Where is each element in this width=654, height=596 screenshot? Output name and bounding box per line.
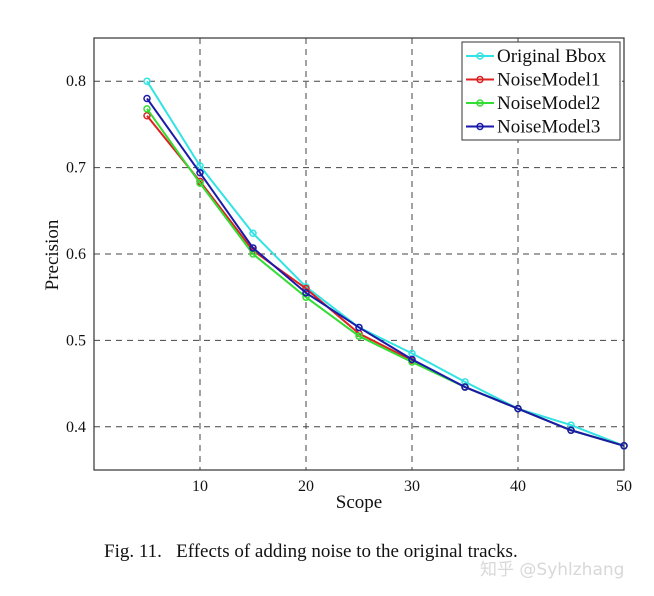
series-line-2 — [146, 108, 625, 447]
data-point — [567, 421, 575, 429]
legend-label: NoiseModel1 — [497, 70, 600, 91]
data-point — [302, 284, 310, 293]
figure-caption: Fig. 11. Effects of adding noise to the … — [104, 541, 518, 562]
series-group — [143, 77, 628, 450]
data-point — [196, 169, 204, 177]
legend-label: Original Bbox — [497, 46, 607, 67]
data-point — [143, 77, 151, 85]
x-tick-label: 10 — [192, 478, 208, 495]
legend-label: NoiseModel3 — [497, 117, 600, 138]
data-point — [143, 112, 151, 120]
series-line-0 — [146, 80, 625, 447]
legend-marker — [476, 75, 484, 84]
data-point — [461, 383, 469, 391]
plot-frame — [93, 37, 625, 471]
legend-marker — [476, 52, 484, 60]
data-point — [143, 94, 151, 103]
legend-label: NoiseModel2 — [497, 93, 600, 114]
data-point — [567, 426, 575, 435]
data-point — [302, 289, 310, 297]
data-point — [249, 229, 257, 238]
data-point — [408, 355, 416, 364]
data-point — [355, 323, 363, 332]
y-tick-label: 0.5 — [66, 332, 86, 349]
data-point — [302, 293, 310, 301]
y-tick-label: 0.7 — [66, 160, 86, 177]
data-point — [249, 244, 257, 252]
legend-box — [461, 41, 621, 141]
data-point — [461, 378, 469, 386]
watermark: 知乎 @Syhlzhang — [480, 560, 625, 580]
x-tick-label: 40 — [510, 478, 526, 495]
data-point — [355, 332, 363, 340]
x-tick-label: 30 — [404, 478, 420, 495]
y-tick-label: 0.8 — [66, 73, 86, 90]
data-point — [143, 105, 151, 113]
y-tick-label: 0.4 — [66, 419, 86, 436]
x-tick-label: 50 — [616, 478, 632, 495]
data-point — [196, 179, 204, 187]
legend-marker — [476, 99, 484, 107]
data-point — [196, 162, 204, 170]
axes: 10 20 30 40 50 0.4 0.5 0.6 0.7 0.8 — [66, 37, 632, 495]
data-point — [620, 442, 628, 450]
legend-marker — [476, 122, 484, 131]
x-tick-label: 20 — [298, 478, 314, 495]
series-line-1 — [146, 115, 625, 447]
y-axis-label: Precision — [42, 219, 63, 290]
x-axis-label: Scope — [336, 492, 382, 513]
y-tick-label: 0.6 — [66, 246, 86, 263]
series-line-3 — [146, 97, 625, 447]
data-point — [514, 404, 522, 413]
